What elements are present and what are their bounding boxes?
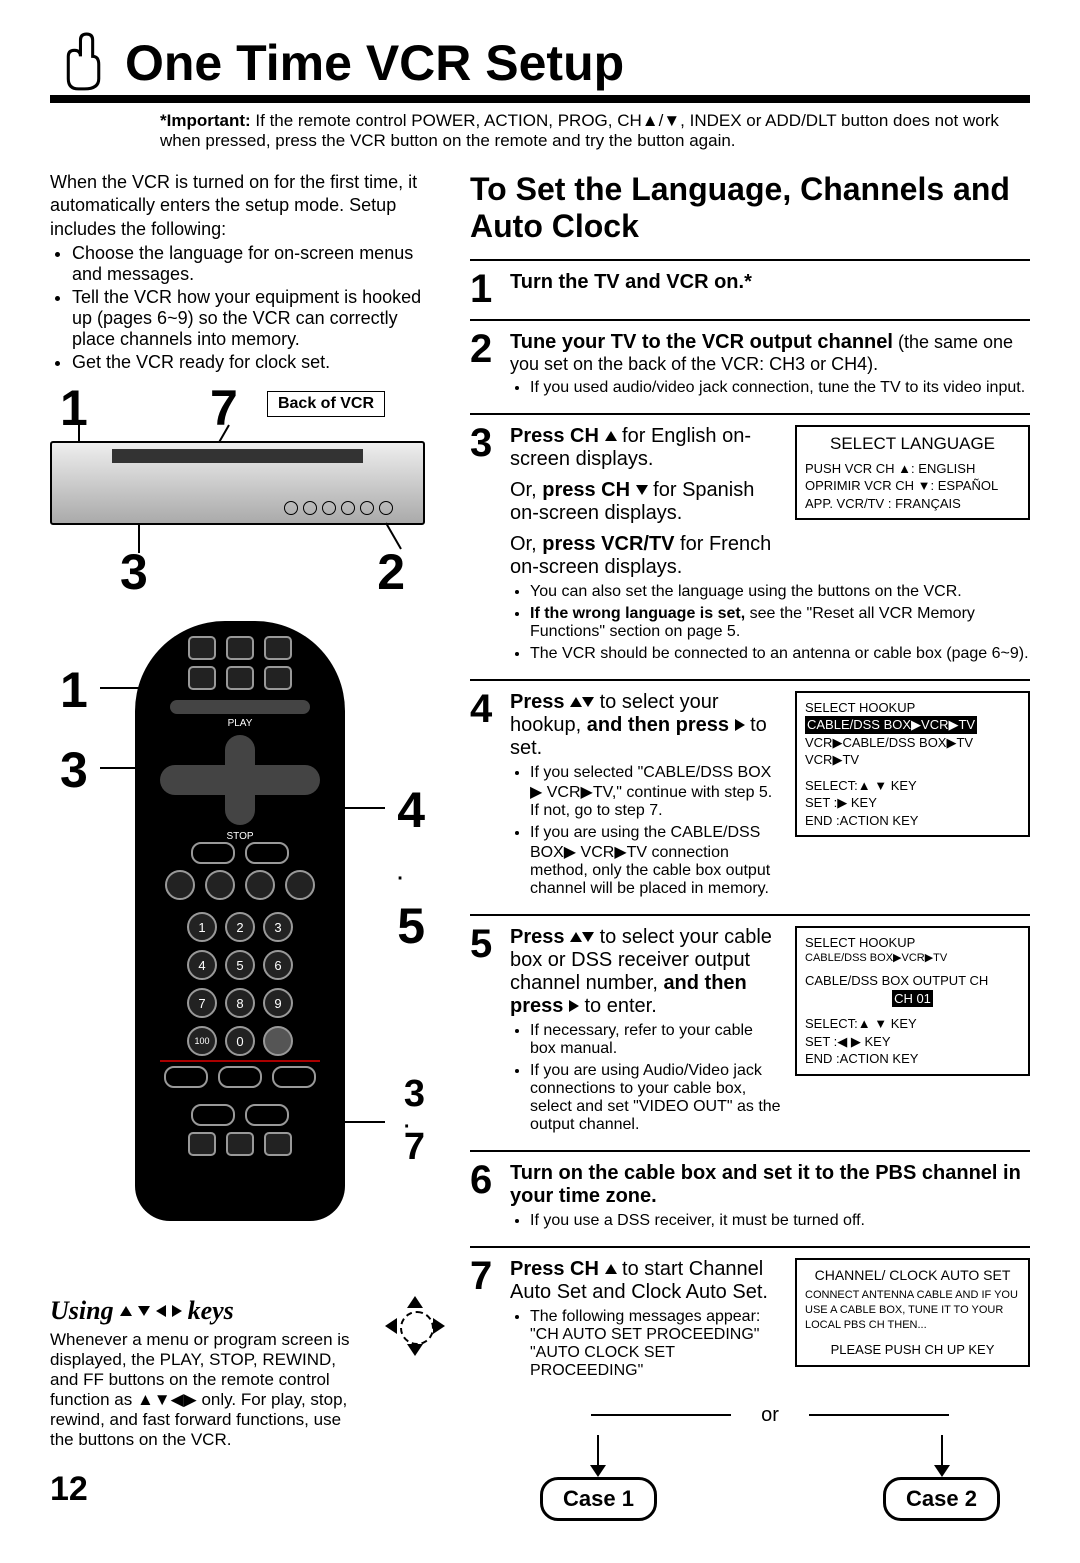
step-3: 3 Press CH for English on-screen display…	[470, 413, 1030, 679]
vcr-diagram: 1 7 Back of VCR 3 2	[50, 391, 445, 591]
using-title: Using keys	[50, 1296, 365, 1326]
osd-hookup: SELECT HOOKUP CABLE/DSS BOX▶VCR▶TV VCR▶C…	[795, 691, 1030, 838]
remote-callout-37: 3·7	[404, 1081, 425, 1161]
remote-callout-1: 1	[60, 661, 88, 719]
step-6: 6 Turn on the cable box and set it to th…	[470, 1150, 1030, 1246]
remote-body: PLAY STOP 123 456 789 1000	[135, 621, 345, 1221]
page-number: 12	[50, 1470, 445, 1509]
step-4: 4 Press to select your hookup, and then …	[470, 679, 1030, 914]
osd-language: SELECT LANGUAGE PUSH VCR CH ▲: ENGLISH O…	[795, 425, 1030, 521]
important-text: If the remote control POWER, ACTION, PRO…	[160, 111, 999, 150]
hand-icon	[50, 30, 115, 95]
step-1: 1 Turn the TV and VCR on.*	[470, 259, 1030, 319]
case-1: Case 1	[540, 1477, 657, 1521]
using-text: Whenever a menu or program screen is dis…	[50, 1330, 365, 1450]
directional-icon	[385, 1296, 445, 1356]
page-title: One Time VCR Setup	[125, 34, 624, 92]
important-note: *Important: If the remote control POWER,…	[160, 111, 1030, 151]
remote-callout-4: 4·5	[397, 781, 425, 955]
step-5: 5 Press to select your cable box or DSS …	[470, 914, 1030, 1150]
osd-auto-set: CHANNEL/ CLOCK AUTO SET CONNECT ANTENNA …	[795, 1258, 1030, 1367]
remote-callout-3: 3	[60, 741, 88, 799]
or-branch: or	[510, 1404, 1030, 1427]
callout-7: 7	[210, 379, 238, 437]
case-2: Case 2	[883, 1477, 1000, 1521]
title-row: One Time VCR Setup	[50, 30, 1030, 103]
using-keys-box: Using keys Whenever a menu or program sc…	[50, 1296, 445, 1450]
callout-1: 1	[60, 379, 88, 437]
vcr-back-label: Back of VCR	[267, 391, 385, 417]
intro-bullets: Choose the language for on-screen menus …	[50, 243, 445, 373]
remote-diagram: 1 3 4·5 3·7 PLAY STOP	[50, 621, 445, 1271]
step-2: 2 Tune your TV to the VCR output channel…	[470, 319, 1030, 413]
intro-bullet: Tell the VCR how your equipment is hooke…	[72, 287, 445, 350]
intro-bullet: Choose the language for on-screen menus …	[72, 243, 445, 285]
important-label: *Important:	[160, 111, 251, 130]
callout-3: 3	[120, 543, 148, 601]
osd-output-ch: SELECT HOOKUP CABLE/DSS BOX▶VCR▶TV CABLE…	[795, 926, 1030, 1076]
intro-text: When the VCR is turned on for the first …	[50, 171, 445, 241]
intro-bullet: Get the VCR ready for clock set.	[72, 352, 445, 373]
callout-2: 2	[377, 543, 405, 601]
step-7: 7 Press CH to start Channel Auto Set and…	[470, 1246, 1030, 1533]
right-heading: To Set the Language, Channels and Auto C…	[470, 171, 1030, 245]
vcr-body	[50, 441, 425, 525]
